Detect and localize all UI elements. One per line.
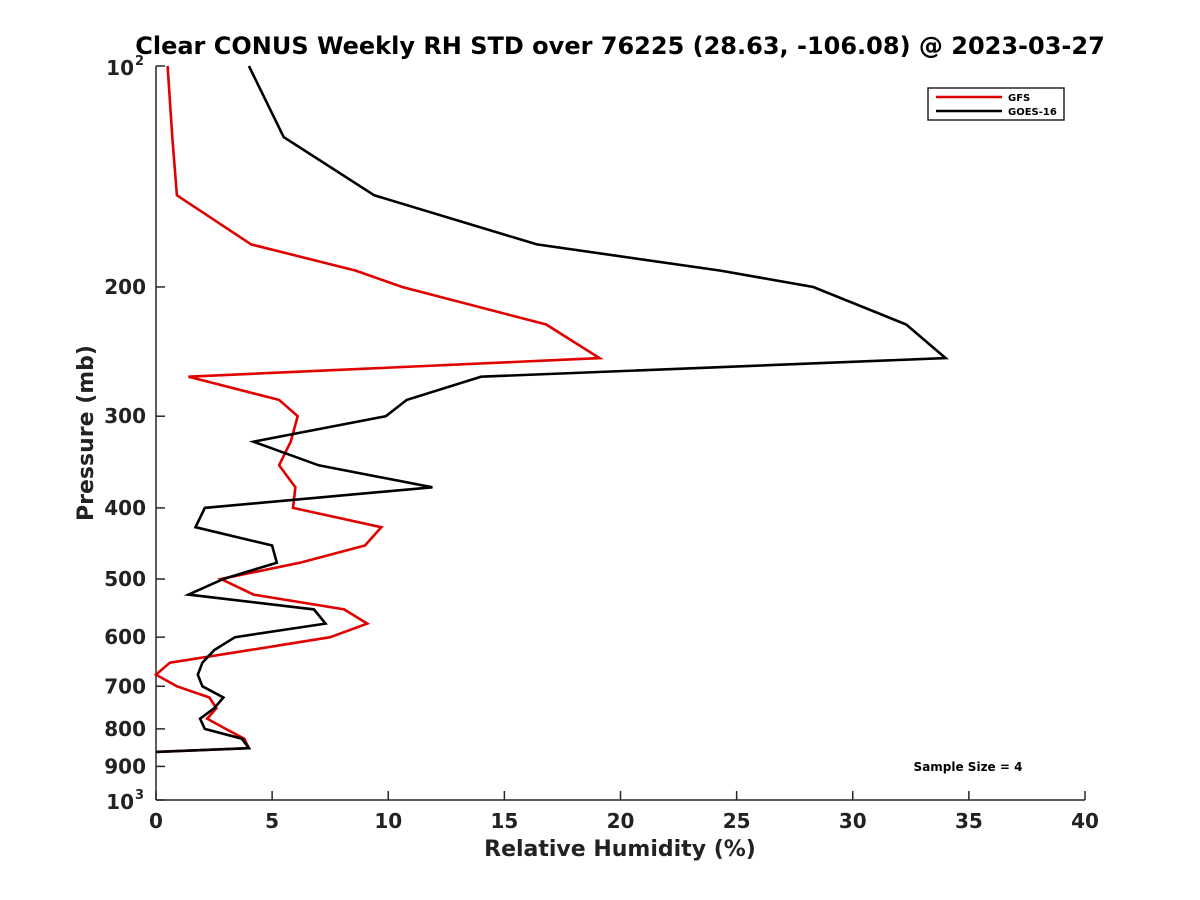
x-tick-label: 15 (490, 809, 518, 833)
y-tick-label: 500 (104, 567, 146, 591)
x-tick-label: 40 (1071, 809, 1099, 833)
legend-box (927, 87, 1065, 121)
series-layer (153, 65, 949, 754)
y-tick-label: 300 (104, 404, 146, 428)
y-tick-label: 400 (104, 496, 146, 520)
legend-label-goes-16: GOES-16 (1008, 107, 1057, 118)
x-tick-label: 10 (374, 809, 402, 833)
chart-title: Clear CONUS Weekly RH STD over 76225 (28… (135, 32, 1105, 60)
x-axis-label: Relative Humidity (%) (484, 837, 756, 862)
x-tick-label: 0 (149, 809, 163, 833)
y-tick-label: 900 (104, 754, 146, 778)
y-tick-label: 10 (106, 56, 134, 80)
y-tick-label: 600 (104, 625, 146, 649)
y-tick-label: 700 (104, 674, 146, 698)
x-tick-label: 30 (839, 809, 867, 833)
x-tick-label: 5 (265, 809, 279, 833)
series-line-gfs (153, 65, 604, 754)
x-tick-label: 25 (723, 809, 751, 833)
x-tick-label: 20 (607, 809, 635, 833)
y-tick-exponent: 3 (135, 788, 144, 803)
y-axis-label: Pressure (mb) (74, 345, 99, 521)
y-tick-exponent: 2 (135, 54, 144, 69)
series-line-goes-16 (155, 65, 949, 754)
y-tick-label: 200 (104, 275, 146, 299)
y-tick-label: 10 (106, 790, 134, 814)
x-tick-label: 35 (955, 809, 983, 833)
legend-label-gfs: GFS (1008, 93, 1030, 104)
sample-size-annotation: Sample Size = 4 (914, 760, 1023, 774)
legend: GFS GOES-16 (927, 87, 1065, 121)
y-tick-label: 800 (104, 717, 146, 741)
